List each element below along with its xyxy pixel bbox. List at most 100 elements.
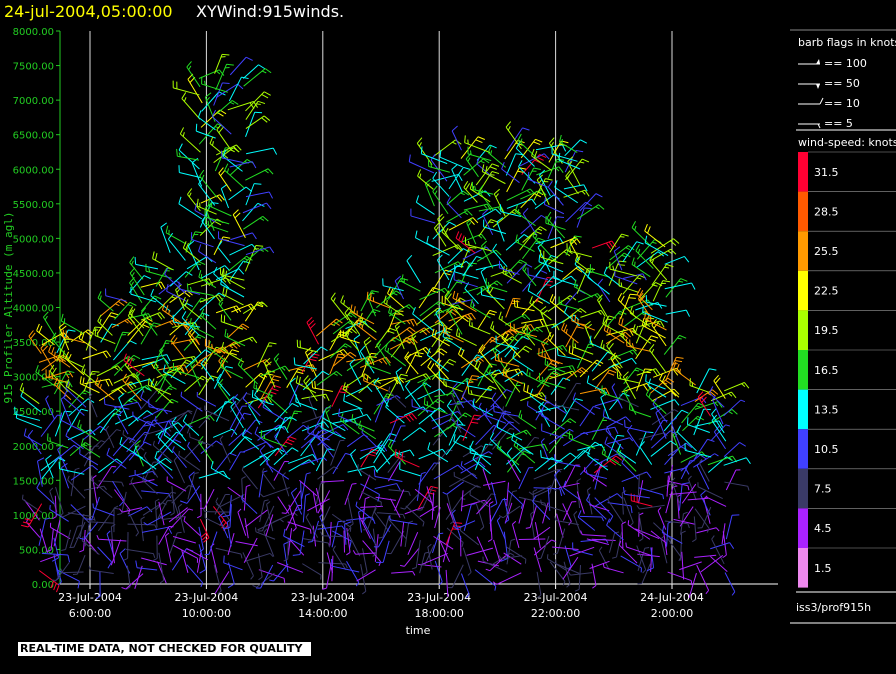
wind-barb-flag <box>283 540 291 545</box>
wind-barb <box>419 551 430 574</box>
wind-barb-shaft <box>67 479 86 499</box>
wind-barb-flag <box>235 144 242 151</box>
wind-barb <box>261 467 275 490</box>
wind-barb-flag <box>222 287 225 295</box>
wind-barb-flag <box>266 202 272 210</box>
wind-barb-flag <box>544 395 547 400</box>
wind-barb-shaft <box>220 188 230 209</box>
wind-barb-shaft <box>295 401 318 411</box>
wind-barb-shaft <box>128 470 153 477</box>
wind-barb-shaft <box>469 188 491 203</box>
wind-barb <box>619 393 639 408</box>
wind-barb <box>434 507 441 529</box>
wind-barb-flag <box>477 136 485 140</box>
wind-barb-flag <box>365 496 370 500</box>
wind-barb <box>568 431 596 449</box>
wind-barb-flag <box>452 525 457 530</box>
wind-barb <box>21 494 43 514</box>
wind-barb-shaft <box>388 312 406 325</box>
wind-barb <box>190 359 201 387</box>
wind-barb-shaft <box>125 573 144 590</box>
wind-barb-flag <box>657 302 663 309</box>
wind-barb-shaft <box>667 571 692 582</box>
wind-barb-flag <box>677 337 682 340</box>
wind-barb-flag <box>445 336 453 340</box>
wind-barb-shaft <box>360 505 383 508</box>
wind-barb-flag <box>187 409 193 413</box>
wind-barb <box>38 570 60 593</box>
wind-barb-flag <box>577 265 585 271</box>
wind-barb-flag <box>460 349 465 357</box>
wind-barb-flag <box>167 427 172 432</box>
wind-barb <box>507 459 521 482</box>
wind-barb-flag <box>457 464 464 471</box>
wind-barb-flag <box>216 440 223 446</box>
wind-barb-shaft <box>288 459 310 472</box>
wind-barb-shaft <box>383 302 404 317</box>
wind-barb-shaft <box>641 563 651 584</box>
wind-barb-flag <box>464 412 472 418</box>
wind-barb-shaft <box>527 405 549 420</box>
wind-barb-flag <box>442 491 447 495</box>
wind-barb-shaft <box>187 290 214 296</box>
wind-barb <box>577 510 596 531</box>
wind-barb-flag <box>59 412 63 420</box>
wind-barb-shaft <box>53 537 60 558</box>
wind-barb <box>645 374 666 390</box>
wind-barb-shaft <box>474 444 486 470</box>
wind-barb-shaft <box>253 387 274 397</box>
wind-barb <box>526 401 549 420</box>
wind-barb-flag <box>390 444 393 449</box>
wind-barb-shaft <box>127 315 144 337</box>
wind-barb-flag <box>67 370 75 374</box>
wind-barb-shaft <box>128 386 145 402</box>
wind-barb-shaft <box>639 504 665 510</box>
wind-barb-flag <box>322 394 326 399</box>
y-tick-label: 7500.00 <box>13 62 54 73</box>
wind-barb <box>20 503 43 528</box>
wind-barb <box>573 279 593 298</box>
wind-barb <box>72 555 86 575</box>
wind-barb-shaft <box>466 547 494 556</box>
wind-barb <box>660 535 668 564</box>
wind-barb <box>140 322 161 345</box>
wind-barb-flag <box>685 442 693 449</box>
wind-barb-flag <box>476 156 481 164</box>
wind-barb-shaft <box>198 250 217 264</box>
wind-barb-shaft <box>579 193 597 212</box>
wind-barb <box>219 267 245 281</box>
wind-barb-flag <box>399 564 405 567</box>
wind-barb-flag <box>419 427 426 433</box>
wind-barb <box>169 271 193 287</box>
wind-barb-flag <box>495 249 502 256</box>
wind-barb-shaft <box>305 517 319 538</box>
wind-barb-flag <box>641 318 645 326</box>
wind-barb-flag <box>182 132 185 137</box>
wind-barb <box>586 375 607 394</box>
wind-barb-flag <box>135 532 139 537</box>
wind-barb <box>222 504 232 530</box>
wind-barb-flag <box>488 369 491 374</box>
wind-barb <box>657 506 667 530</box>
wind-barb <box>300 429 327 449</box>
wind-barb-flag <box>143 451 147 457</box>
wind-barb-flag <box>525 263 533 268</box>
wind-barb-shaft <box>140 295 155 312</box>
wind-barb-flag <box>106 447 110 455</box>
wind-barb <box>141 557 167 566</box>
wind-barb-flag <box>493 282 499 286</box>
wind-barb-flag <box>26 517 29 523</box>
wind-barb-flag <box>639 538 644 542</box>
wind-barb <box>135 560 158 571</box>
wind-barb-flag <box>298 376 301 385</box>
wind-barb-shaft <box>399 468 421 477</box>
wind-barb <box>254 426 274 449</box>
wind-barb-flag <box>444 290 450 297</box>
wind-barb-shaft <box>511 524 520 548</box>
wind-barb <box>168 507 188 523</box>
wind-barb-flag <box>470 299 473 307</box>
wind-barb-flag <box>411 331 418 337</box>
wind-barb-shaft <box>361 432 377 447</box>
wind-barb-shaft <box>555 461 581 468</box>
wind-barb-flag <box>608 515 614 523</box>
